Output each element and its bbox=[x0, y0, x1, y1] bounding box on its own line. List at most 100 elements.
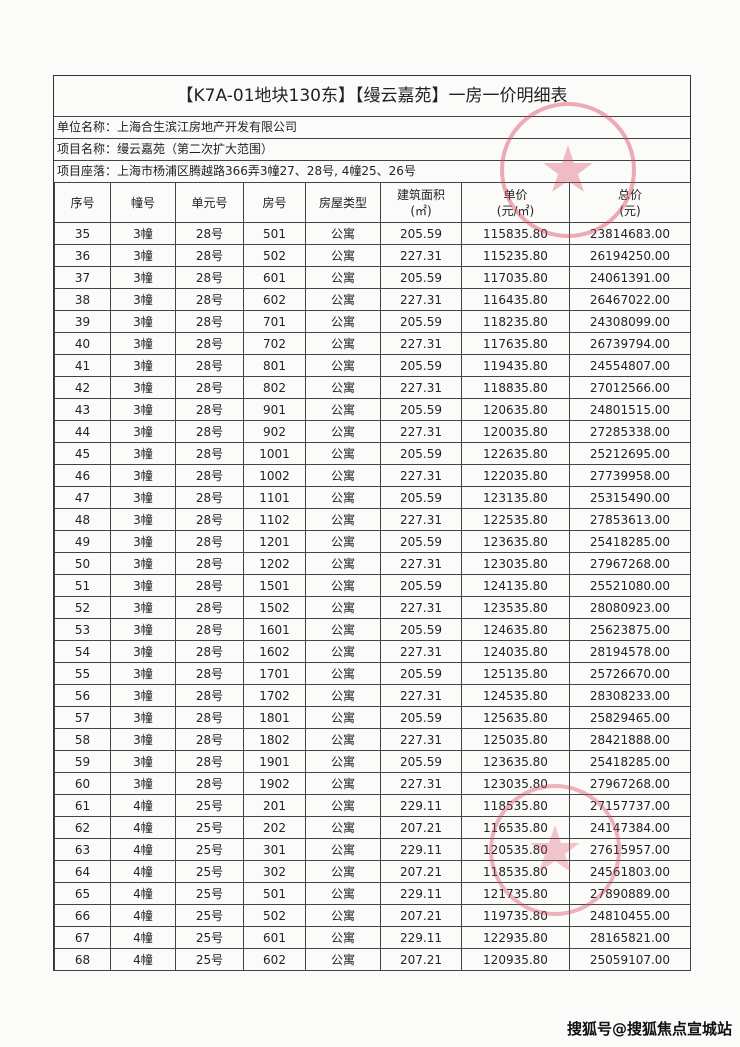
official-seal-stamp bbox=[489, 784, 621, 916]
table-cell: 205.59 bbox=[380, 354, 462, 377]
table-cell: 125635.80 bbox=[461, 706, 570, 729]
table-cell: 801 bbox=[243, 354, 306, 377]
table-cell: 229.11 bbox=[380, 794, 462, 817]
table-cell: 702 bbox=[243, 332, 306, 355]
table-cell: 1701 bbox=[243, 662, 306, 685]
table-cell: 205.59 bbox=[380, 398, 462, 421]
table-cell: 28号 bbox=[175, 288, 244, 311]
table-cell: 28号 bbox=[175, 420, 244, 443]
table-cell: 117635.80 bbox=[461, 332, 570, 355]
table-cell: 28号 bbox=[175, 376, 244, 399]
table-cell: 1801 bbox=[243, 706, 306, 729]
table-cell: 120935.80 bbox=[461, 948, 570, 971]
table-cell: 26739794.00 bbox=[569, 332, 691, 355]
table-row: 67 4幢 25号 601 公寓 229.11 122935.80 28165821.00 bbox=[54, 926, 691, 949]
price-sheet: 【K7A-01地块130东】【缦云嘉苑】一房一价明细表 单位名称：上海合生滨江房… bbox=[53, 75, 691, 971]
table-row: 40 3幢 28号 702 公寓 227.31 117635.80 26739794.00 bbox=[54, 332, 691, 355]
table-cell: 25号 bbox=[175, 882, 244, 905]
table-cell: 25号 bbox=[175, 838, 244, 861]
table-cell: 28号 bbox=[175, 310, 244, 333]
project-name: 项目名称：缦云嘉苑（第二次扩大范围） bbox=[54, 139, 690, 161]
table-cell: 38 bbox=[54, 288, 111, 311]
table-cell: 1601 bbox=[243, 618, 306, 641]
table-cell: 602 bbox=[243, 288, 306, 311]
table-cell: 207.21 bbox=[380, 904, 462, 927]
table-cell: 28号 bbox=[175, 552, 244, 575]
column-header: 房屋类型 bbox=[305, 182, 381, 223]
table-cell: 45 bbox=[54, 442, 111, 465]
table-cell: 28080923.00 bbox=[569, 596, 691, 619]
table-cell: 207.21 bbox=[380, 816, 462, 839]
table-row: 39 3幢 28号 701 公寓 205.59 118235.80 24308099.00 bbox=[54, 310, 691, 333]
table-cell: 公寓 bbox=[305, 772, 381, 795]
table-row: 46 3幢 28号 1002 公寓 227.31 122035.80 27739958.00 bbox=[54, 464, 691, 487]
table-row: 64 4幢 25号 302 公寓 207.21 118535.80 24561803.00 bbox=[54, 860, 691, 883]
table-cell: 59 bbox=[54, 750, 111, 773]
table-cell: 62 bbox=[54, 816, 111, 839]
table-row: 51 3幢 28号 1501 公寓 205.59 124135.80 25521080.00 bbox=[54, 574, 691, 597]
table-cell: 27012566.00 bbox=[569, 376, 691, 399]
table-cell: 60 bbox=[54, 772, 111, 795]
table-row: 45 3幢 28号 1001 公寓 205.59 122635.80 25212695.00 bbox=[54, 442, 691, 465]
table-cell: 3幢 bbox=[110, 772, 176, 795]
table-cell: 28号 bbox=[175, 574, 244, 597]
table-cell: 207.21 bbox=[380, 948, 462, 971]
table-cell: 25号 bbox=[175, 904, 244, 927]
table-cell: 57 bbox=[54, 706, 111, 729]
table-cell: 64 bbox=[54, 860, 111, 883]
table-cell: 501 bbox=[243, 882, 306, 905]
table-cell: 4幢 bbox=[110, 794, 176, 817]
table-cell: 公寓 bbox=[305, 266, 381, 289]
table-cell: 28号 bbox=[175, 464, 244, 487]
table-cell: 公寓 bbox=[305, 750, 381, 773]
table-cell: 公寓 bbox=[305, 486, 381, 509]
table-cell: 802 bbox=[243, 376, 306, 399]
table-cell: 28号 bbox=[175, 508, 244, 531]
table-cell: 公寓 bbox=[305, 332, 381, 355]
table-cell: 227.31 bbox=[380, 640, 462, 663]
table-cell: 4幢 bbox=[110, 926, 176, 949]
table-row: 68 4幢 25号 602 公寓 207.21 120935.80 25059107.00 bbox=[54, 948, 691, 971]
table-cell: 205.59 bbox=[380, 662, 462, 685]
table-cell: 1702 bbox=[243, 684, 306, 707]
table-cell: 902 bbox=[243, 420, 306, 443]
table-cell: 3幢 bbox=[110, 464, 176, 487]
table-cell: 3幢 bbox=[110, 486, 176, 509]
table-cell: 28165821.00 bbox=[569, 926, 691, 949]
table-cell: 28号 bbox=[175, 530, 244, 553]
table-cell: 25212695.00 bbox=[569, 442, 691, 465]
table-cell: 227.31 bbox=[380, 464, 462, 487]
table-cell: 28号 bbox=[175, 640, 244, 663]
table-cell: 24561803.00 bbox=[569, 860, 691, 883]
table-cell: 1201 bbox=[243, 530, 306, 553]
table-cell: 52 bbox=[54, 596, 111, 619]
table-row: 37 3幢 28号 601 公寓 205.59 117035.80 24061391.00 bbox=[54, 266, 691, 289]
table-cell: 3幢 bbox=[110, 684, 176, 707]
table-cell: 53 bbox=[54, 618, 111, 641]
table-cell: 25418285.00 bbox=[569, 530, 691, 553]
table-row: 56 3幢 28号 1702 公寓 227.31 124535.80 28308233.00 bbox=[54, 684, 691, 707]
column-header: 单元号 bbox=[175, 182, 244, 223]
table-cell: 28号 bbox=[175, 332, 244, 355]
table-cell: 54 bbox=[54, 640, 111, 663]
table-cell: 1002 bbox=[243, 464, 306, 487]
table-cell: 3幢 bbox=[110, 222, 176, 245]
table-cell: 公寓 bbox=[305, 244, 381, 267]
table-cell: 123035.80 bbox=[461, 552, 570, 575]
table-cell: 3幢 bbox=[110, 398, 176, 421]
table-cell: 28号 bbox=[175, 750, 244, 773]
official-seal-stamp bbox=[500, 102, 636, 238]
table-cell: 公寓 bbox=[305, 904, 381, 927]
table-cell: 205.59 bbox=[380, 706, 462, 729]
table-cell: 公寓 bbox=[305, 310, 381, 333]
table-row: 47 3幢 28号 1101 公寓 205.59 123135.80 25315490.00 bbox=[54, 486, 691, 509]
table-cell: 公寓 bbox=[305, 662, 381, 685]
table-cell: 公寓 bbox=[305, 354, 381, 377]
table-cell: 公寓 bbox=[305, 838, 381, 861]
table-cell: 68 bbox=[54, 948, 111, 971]
table-cell: 205.59 bbox=[380, 530, 462, 553]
table-cell: 205.59 bbox=[380, 222, 462, 245]
table-cell: 3幢 bbox=[110, 618, 176, 641]
table-cell: 205.59 bbox=[380, 266, 462, 289]
table-cell: 1101 bbox=[243, 486, 306, 509]
